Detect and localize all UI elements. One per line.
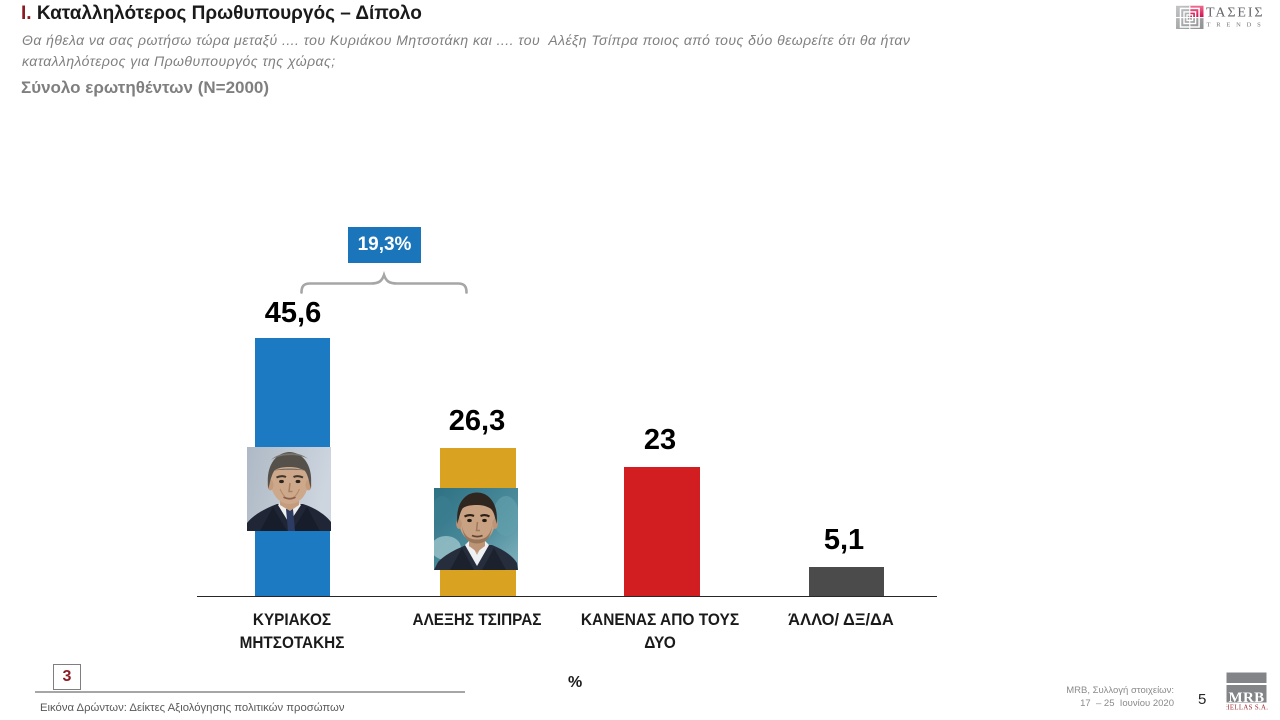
svg-text:MRB: MRB — [1229, 690, 1265, 706]
svg-text:TRENDS: TRENDS — [1207, 22, 1267, 29]
svg-text:HELLAS S.A.: HELLAS S.A. — [1226, 704, 1268, 711]
svg-text:ΤΑΣΕΙΣ: ΤΑΣΕΙΣ — [1206, 6, 1264, 21]
